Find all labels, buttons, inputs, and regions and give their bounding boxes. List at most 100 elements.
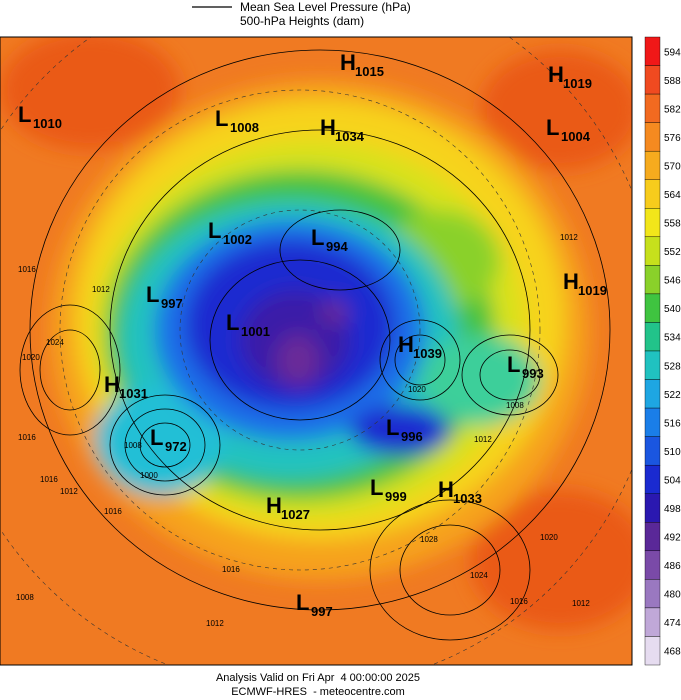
colorbar-cell <box>644 607 661 637</box>
colorbar-cell <box>644 636 661 666</box>
colorbar-cell <box>644 150 661 180</box>
system-pressure: 994 <box>326 239 348 254</box>
pressure-system: L 999 <box>370 475 407 504</box>
colorbar-cell <box>644 322 661 352</box>
pressure-system: H 1031 <box>104 372 148 401</box>
contour-label: 1000 <box>140 471 158 480</box>
system-letter: H <box>548 62 564 87</box>
system-letter: H <box>438 477 454 502</box>
contour-label: 1008 <box>124 441 142 450</box>
colorbar-cell <box>644 436 661 466</box>
system-pressure: 1039 <box>413 346 442 361</box>
colorbar-cell <box>644 93 661 123</box>
colorbar-cell <box>644 65 661 95</box>
contour-label: 1012 <box>474 435 492 444</box>
system-letter: H <box>266 493 282 518</box>
system-pressure: 1033 <box>453 491 482 506</box>
contour-labels: 1016 1012 1020 1024 1016 1016 1012 1016 1000 1008… <box>16 233 590 628</box>
colorbar-cell <box>644 464 661 494</box>
height-field <box>0 37 632 630</box>
pressure-system: L 1002 <box>208 218 252 247</box>
pressure-system: H 1019 <box>563 269 607 298</box>
colorbar: 594 588 582 576 570 564 558 552 546 540 534 528 522 5… <box>644 36 681 666</box>
contour-label: 1016 <box>18 433 36 442</box>
system-pressure: 1019 <box>578 283 607 298</box>
colorbar-label: 468 <box>664 647 681 658</box>
contour-label: 1024 <box>46 338 64 347</box>
legend-heights: 500-hPa Heights (dam) <box>240 14 364 28</box>
system-pressure: 1010 <box>33 116 62 131</box>
contour-label: 1016 <box>510 597 528 606</box>
colorbar-cell <box>644 36 661 66</box>
system-letter: L <box>386 415 399 440</box>
pressure-system: L 1001 <box>226 310 270 339</box>
valid-time: Analysis Valid on Fri Apr 4 00:00:00 202… <box>216 672 420 684</box>
contour-label: 1012 <box>560 233 578 242</box>
colorbar-label: 516 <box>664 418 681 429</box>
contour-label: 1016 <box>18 265 36 274</box>
colorbar-cell <box>644 493 661 523</box>
contour-label: 1020 <box>22 353 40 362</box>
system-pressure: 999 <box>385 489 407 504</box>
pressure-system: L 994 <box>311 225 348 254</box>
colorbar-cell <box>644 293 661 323</box>
system-letter: L <box>18 102 31 127</box>
colorbar-label: 546 <box>664 276 681 287</box>
contour-label: 1012 <box>206 619 224 628</box>
system-letter: L <box>146 282 159 307</box>
system-letter: L <box>215 106 228 131</box>
map-frame <box>0 36 633 666</box>
system-pressure: 993 <box>522 366 544 381</box>
contour-label: 1016 <box>40 475 58 484</box>
contour-label: 1008 <box>16 593 34 602</box>
pressure-system: L 996 <box>386 415 423 444</box>
colorbar-label: 588 <box>664 76 681 87</box>
system-letter: L <box>546 115 559 140</box>
colorbar-label: 504 <box>664 475 681 486</box>
colorbar-label: 582 <box>664 104 681 115</box>
system-pressure: 1008 <box>230 120 259 135</box>
pressure-system: H 1034 <box>320 115 365 144</box>
system-letter: L <box>311 225 324 250</box>
pressure-system: H 1039 <box>398 332 442 361</box>
source: ECMWF-HRES - meteocentre.com <box>231 686 405 698</box>
colorbar-label: 498 <box>664 504 681 515</box>
pressure-system: H 1033 <box>438 477 482 506</box>
colorbar-label: 510 <box>664 447 681 458</box>
colorbar-label: 522 <box>664 390 681 401</box>
colorbar-label: 558 <box>664 219 681 230</box>
contour-label: 1028 <box>420 535 438 544</box>
system-letter: H <box>340 50 356 75</box>
pressure-system: L 997 <box>296 590 333 619</box>
colorbar-label: 570 <box>664 161 681 172</box>
contour-label: 1016 <box>222 565 240 574</box>
map <box>0 37 632 665</box>
system-pressure: 996 <box>401 429 423 444</box>
colorbar-label: 576 <box>664 133 681 144</box>
colorbar-cell <box>644 179 661 209</box>
graticule <box>0 37 632 665</box>
pressure-system: H 1019 <box>548 62 592 91</box>
system-pressure: 1001 <box>241 324 270 339</box>
colorbar-cell <box>644 379 661 409</box>
legend-pressure: Mean Sea Level Pressure (hPa) <box>240 0 411 14</box>
pressure-system: H 1015 <box>340 50 384 79</box>
colorbar-label: 480 <box>664 590 681 601</box>
colorbar-label: 534 <box>664 333 681 344</box>
system-letter: L <box>296 590 309 615</box>
system-letter: H <box>563 269 579 294</box>
colorbar-label: 564 <box>664 190 681 201</box>
colorbar-cell <box>644 579 661 609</box>
system-letter: L <box>226 310 239 335</box>
pressure-system: L 1008 <box>215 106 259 135</box>
system-pressure: 1031 <box>119 386 148 401</box>
system-letter: L <box>150 425 163 450</box>
contour-label: 1016 <box>104 507 122 516</box>
pressure-system: L 997 <box>146 282 183 311</box>
system-letter: H <box>398 332 414 357</box>
system-letter: H <box>320 115 336 140</box>
system-letter: L <box>370 475 383 500</box>
contour-label: 1008 <box>506 401 524 410</box>
pressure-system: H 1027 <box>266 493 310 522</box>
